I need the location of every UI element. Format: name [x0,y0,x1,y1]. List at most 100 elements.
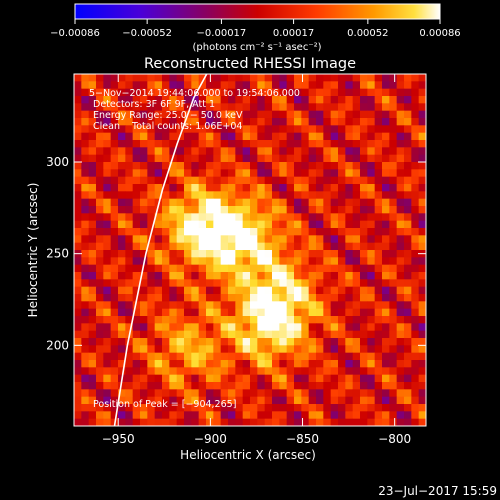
heatmap-cell [396,367,405,376]
heatmap-cell [382,140,390,148]
heatmap-cell [162,132,170,141]
heatmap-cell [74,242,82,251]
heatmap-cell [279,235,288,244]
heatmap-cell [96,162,104,170]
heatmap-cell [147,411,156,420]
heatmap-cell [162,125,170,134]
heatmap-cell [88,367,97,376]
heatmap-cell [418,294,426,302]
colorbar-tick-label: 0.00086 [419,28,460,39]
heatmap-cell [418,396,426,405]
heatmap-cell [323,235,332,244]
heatmap-cell [147,264,156,273]
heatmap-cell [176,88,185,97]
heatmap-cell [389,360,398,368]
heatmap-cell [279,228,288,236]
heatmap-cell [374,176,383,185]
heatmap-cell [103,382,112,390]
heatmap-cell [74,220,82,229]
heatmap-cell [88,316,97,324]
heatmap-cell [279,345,288,354]
heatmap-cell [250,169,258,178]
heatmap-cell [96,418,104,426]
heatmap-cell [154,411,163,420]
heatmap-cell [88,184,97,192]
heatmap-cell [154,74,163,82]
plot-area [74,74,426,426]
heatmap-cell [301,338,310,346]
heatmap-cell [272,404,280,412]
heatmap-cell [140,162,148,170]
heatmap-cell [272,74,280,82]
heatmap-cell [360,103,368,112]
heatmap-cell [396,418,405,426]
heatmap-cell [228,272,236,280]
heatmap-cell [176,213,185,222]
heatmap-cell [74,125,82,134]
heatmap-cell [330,316,339,324]
heatmap-cell [404,308,412,317]
heatmap-cell [103,323,112,332]
heatmap-cell [418,118,426,126]
heatmap-cell [418,88,426,97]
heatmap-cell [103,220,112,229]
heatmap-cell [330,396,339,405]
heatmap-cell [301,206,310,214]
heatmap-cell [103,184,112,192]
heatmap-cell [294,88,302,97]
heatmap-cell [213,228,222,236]
heatmap-cell [374,279,383,288]
heatmap-cell [316,220,324,229]
heatmap-cell [88,103,97,112]
heatmap-cell [418,272,426,280]
heatmap-cell [228,191,236,200]
heatmap-cell [323,272,332,280]
heatmap-cell [140,316,148,324]
heatmap-cell [411,132,420,141]
heatmap-cell [81,411,90,420]
heatmap-cell [301,264,310,273]
heatmap-cell [250,213,258,222]
heatmap-cell [301,169,310,178]
heatmap-cell [286,404,295,412]
heatmap-cell [301,345,310,354]
heatmap-cell [74,294,82,302]
heatmap-cell [272,118,280,126]
heatmap-cell [352,352,361,361]
heatmap-cell [220,330,229,339]
heatmap-cell [228,96,236,104]
heatmap-cell [235,81,244,90]
heatmap-cell [74,301,82,310]
heatmap-cell [169,323,178,332]
heatmap-cell [367,198,376,207]
heatmap-cell [147,418,156,426]
heatmap-cell [169,345,178,354]
heatmap-cell [279,418,288,426]
heatmap-cell [110,176,119,185]
heatmap-cell [250,88,258,97]
heatmap-cell [140,250,148,258]
heatmap-cell [206,316,214,324]
heatmap-cell [140,382,148,390]
x-axis-tick-labels: −950 −900 −850 −800 [102,432,411,446]
heatmap-cell [125,257,134,266]
heatmap-cell [360,352,368,361]
heatmap-cell [213,198,222,207]
heatmap-cell [228,220,236,229]
heatmap-cell [103,96,112,104]
heatmap-cell [272,286,280,295]
heatmap-cell [220,294,229,302]
heatmap-cell [154,162,163,170]
heatmap-cell [191,118,200,126]
heatmap-cell [360,213,368,222]
heatmap-cell [330,184,339,192]
heatmap-cell [220,250,229,258]
heatmap-cell [147,367,156,376]
heatmap-cell [228,242,236,251]
heatmap-cell [191,323,200,332]
heatmap-cell [154,330,163,339]
heatmap-cell [110,382,119,390]
heatmap-cell [360,338,368,346]
heatmap-cell [74,96,82,104]
heatmap-cell [345,360,354,368]
